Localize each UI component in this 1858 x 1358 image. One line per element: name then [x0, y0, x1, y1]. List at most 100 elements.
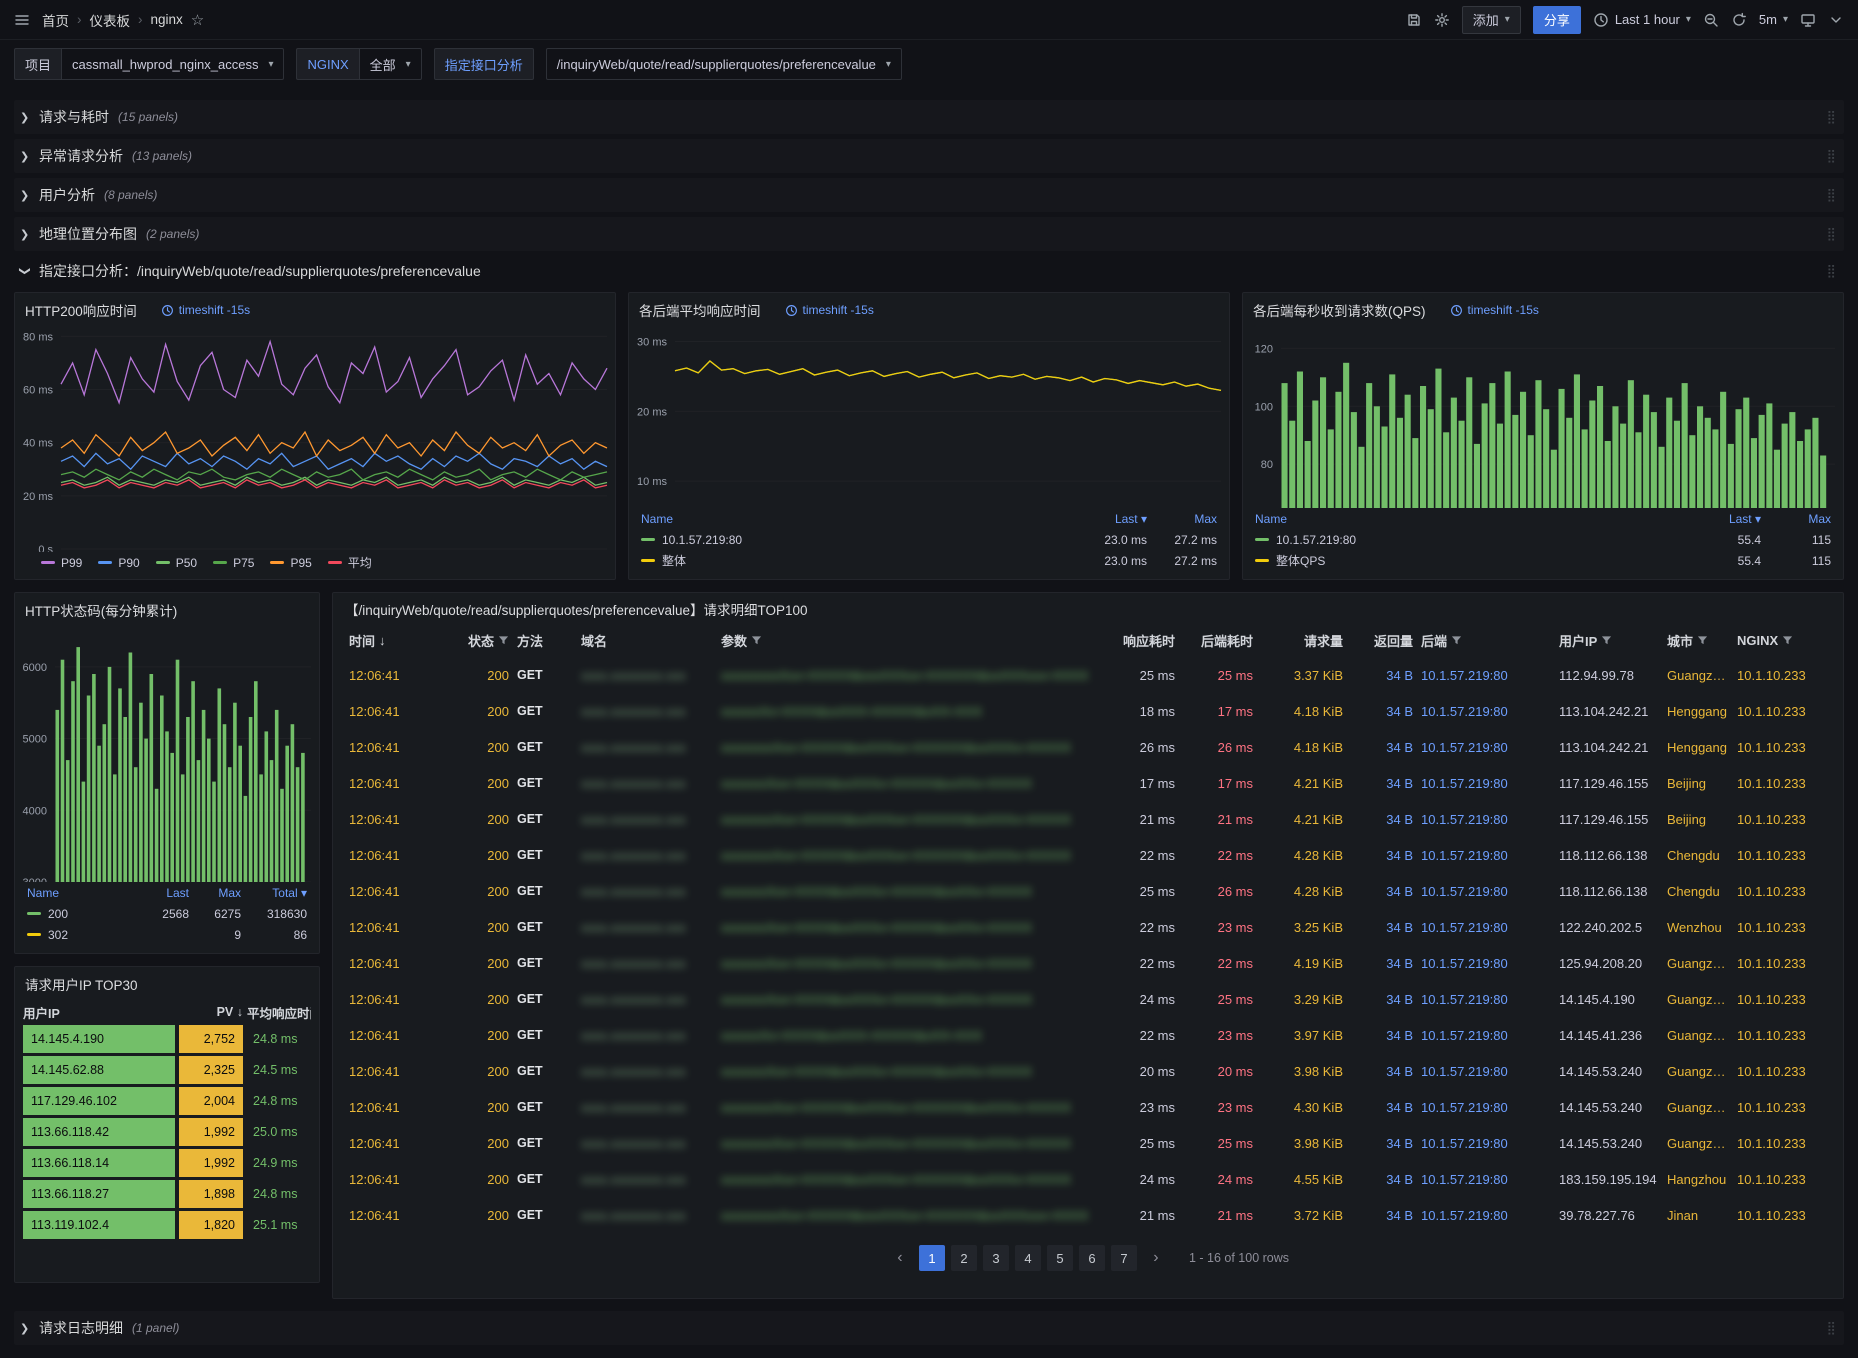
legend-item[interactable]: P75 [213, 556, 254, 570]
chevron-down-icon[interactable] [1828, 12, 1844, 28]
legend-series-name[interactable]: 302 [27, 928, 137, 942]
drag-handle-icon[interactable]: ⣿ [1826, 148, 1836, 163]
row-api-analysis-expanded[interactable]: ❯ 指定接口分析：/inquiryWeb/quote/read/supplier… [18, 263, 1837, 279]
nginx-variable-label: NGINX [296, 48, 359, 80]
filter-icon[interactable] [751, 635, 762, 646]
page-button-6[interactable]: 6 [1078, 1245, 1105, 1271]
legend-series-name[interactable]: 10.1.57.219:80 [1255, 533, 1691, 547]
zoom-out-icon[interactable] [1703, 12, 1719, 28]
breadcrumb-dashboards[interactable]: 仪表板 [89, 13, 131, 29]
menu-icon[interactable] [14, 12, 30, 28]
column-header-backend[interactable]: 后端耗时 [1200, 633, 1253, 649]
drag-handle-icon[interactable]: ⣿ [1826, 109, 1836, 124]
filter-icon[interactable] [1782, 635, 1793, 646]
column-header-domain[interactable]: 域名 [581, 633, 608, 649]
page-button-1[interactable]: 1 [918, 1245, 945, 1271]
share-button[interactable]: 分享 [1532, 5, 1581, 34]
row-abnormal-requests[interactable]: ❯ 异常请求分析 (13 panels) ⣿ [14, 139, 1844, 173]
legend-column-header[interactable]: Max [1808, 511, 1831, 526]
column-header-ret[interactable]: 返回量 [1373, 633, 1413, 649]
legend-column-header[interactable]: Max [1194, 511, 1217, 526]
legend-column-header[interactable]: Name [641, 511, 674, 526]
column-header-pv[interactable]: PV ↓ [216, 1005, 243, 1019]
legend-row: 10.1.57.219:80 55.4 115 [1255, 529, 1831, 550]
column-header-ip[interactable]: 用户IP [1559, 631, 1659, 650]
legend-item[interactable]: P90 [98, 556, 140, 570]
add-panel-button[interactable]: 添加 ▾ [1461, 5, 1521, 34]
column-header-nginx[interactable]: NGINX [1737, 633, 1827, 648]
breadcrumb-home[interactable]: 首页 [42, 13, 69, 29]
panel-title[interactable]: HTTP状态码(每分钟累计) [25, 604, 178, 619]
table-body: 12:06:41 200 GET xxxx.xxxxxxxx.xxx xxxxxxxxx… [343, 657, 1833, 1233]
backend-qps-chart[interactable]: 608010012011:1011:2011:3011:4011:5012:00 [1243, 323, 1843, 508]
top30-row: 14.145.4.190 2,752 24.8 ms [23, 1025, 311, 1053]
nginx-variable-select[interactable]: 全部 ▾ [358, 48, 422, 80]
legend-column-header[interactable]: Last ▾ [1114, 511, 1147, 526]
legend-column-header[interactable]: Last ▾ [1728, 511, 1761, 526]
panel-title[interactable]: 各后端每秒收到请求数(QPS) [1253, 304, 1426, 319]
column-header-method[interactable]: 方法 [517, 633, 544, 649]
row-user-analysis[interactable]: ❯ 用户分析 (8 panels) ⣿ [14, 178, 1844, 212]
project-variable-select[interactable]: cassmall_hwprod_nginx_access ▾ [61, 48, 285, 80]
legend-series-name[interactable]: 10.1.57.219:80 [641, 533, 1077, 547]
save-icon[interactable] [1406, 12, 1422, 28]
legend-column-header[interactable]: Max [218, 885, 241, 900]
filter-icon[interactable] [1697, 635, 1708, 646]
panel-title[interactable]: HTTP200响应时间 [25, 304, 137, 319]
cell-nginx: 10.1.10.233 [1737, 1027, 1806, 1043]
legend-item[interactable]: P95 [270, 556, 312, 570]
legend-column-header[interactable]: Name [27, 885, 60, 900]
drag-handle-icon[interactable]: ⣿ [1826, 187, 1836, 202]
legend-column-header[interactable]: Total ▾ [272, 885, 307, 900]
chevron-right-icon: ❯ [20, 228, 30, 241]
legend-item[interactable]: P50 [155, 556, 197, 570]
filter-icon[interactable] [1601, 635, 1612, 646]
filter-icon[interactable] [498, 635, 509, 646]
api-analysis-link[interactable]: 指定接口分析 [433, 48, 534, 80]
page-button-5[interactable]: 5 [1046, 1245, 1073, 1271]
tv-kiosk-icon[interactable] [1800, 12, 1816, 28]
column-header-upstream[interactable]: 后端 [1421, 631, 1551, 650]
drag-handle-icon[interactable]: ⣿ [1826, 1320, 1836, 1335]
legend-column-header[interactable]: Name [1255, 511, 1288, 526]
legend-series-name[interactable]: 整体 [641, 552, 1077, 569]
row-geo-distribution[interactable]: ❯ 地理位置分布图 (2 panels) ⣿ [14, 217, 1844, 251]
panel-title[interactable]: 【/inquiryWeb/quote/read/supplierquotes/p… [345, 603, 808, 618]
drag-handle-icon[interactable]: ⣿ [1826, 263, 1836, 278]
timeshift-indicator: timeshift -15s [785, 303, 874, 317]
column-header-req[interactable]: 请求量 [1303, 633, 1343, 649]
time-range-picker[interactable]: Last 1 hour ▾ [1593, 12, 1691, 28]
row-request-logs[interactable]: ❯ 请求日志明细 (1 panel) ⣿ [14, 1311, 1844, 1345]
column-header-avg[interactable]: 平均响应时间 [247, 1006, 311, 1021]
column-header-resp[interactable]: 响应耗时 [1122, 633, 1175, 649]
legend-series-name[interactable]: 200 [27, 907, 137, 921]
column-header-params[interactable]: 参数 [721, 631, 1089, 650]
filter-icon[interactable] [1451, 635, 1462, 646]
page-button-7[interactable]: 7 [1110, 1245, 1137, 1271]
legend-column-header[interactable]: Last [166, 885, 189, 900]
column-header-city[interactable]: 城市 [1667, 631, 1729, 650]
gear-icon[interactable] [1434, 12, 1450, 28]
column-header-status[interactable]: 状态 [457, 631, 509, 650]
legend-series-name[interactable]: 整体QPS [1255, 552, 1691, 569]
prev-page-button[interactable]: ‹ [897, 1249, 903, 1266]
page-button-2[interactable]: 2 [950, 1245, 977, 1271]
drag-handle-icon[interactable]: ⣿ [1826, 226, 1836, 241]
favorite-star-icon[interactable]: ☆ [190, 11, 205, 29]
legend-item[interactable]: 平均 [327, 554, 372, 571]
api-variable-select[interactable]: /inquiryWeb/quote/read/supplierquotes/pr… [545, 48, 902, 80]
page-button-3[interactable]: 3 [982, 1245, 1009, 1271]
next-page-button[interactable]: › [1153, 1249, 1159, 1266]
legend-item[interactable]: P99 [41, 556, 82, 570]
http-status-codes-chart[interactable]: 300040005000600011:1511:3011:4512:00 [15, 623, 319, 882]
panel-title[interactable]: 请求用户IP TOP30 [25, 978, 138, 993]
row-requests-latency[interactable]: ❯ 请求与耗时 (15 panels) ⣿ [14, 100, 1844, 134]
column-header-time[interactable]: 时间 ↓ [349, 632, 386, 649]
page-button-4[interactable]: 4 [1014, 1245, 1041, 1271]
column-header-ip[interactable]: 用户IP [23, 1006, 60, 1021]
refresh-interval-picker[interactable]: 5m ▾ [1758, 12, 1788, 27]
refresh-icon[interactable] [1731, 12, 1747, 28]
panel-title[interactable]: 各后端平均响应时间 [639, 304, 761, 319]
